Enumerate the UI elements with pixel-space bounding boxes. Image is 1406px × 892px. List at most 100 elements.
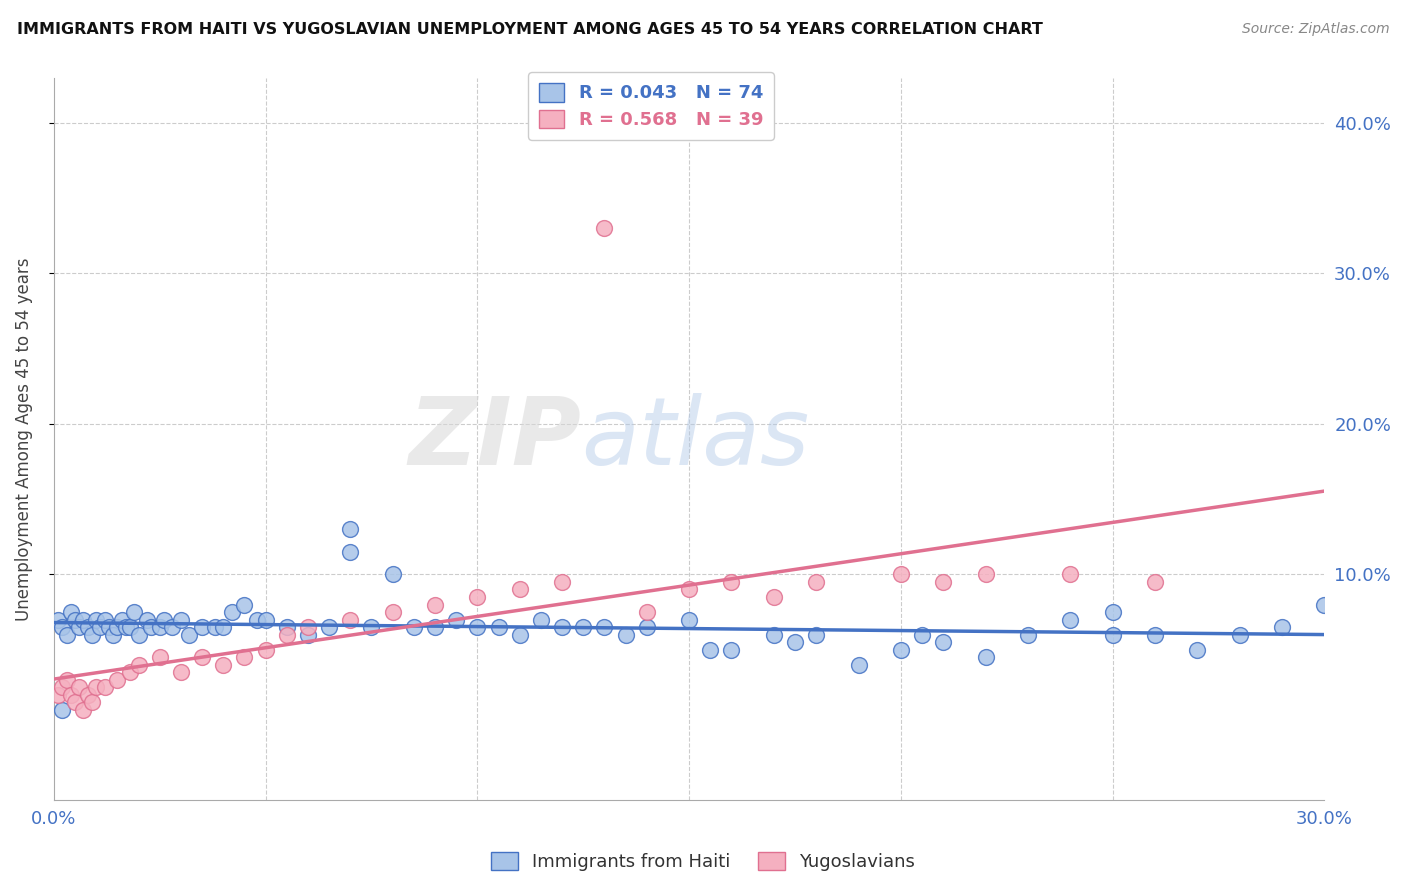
Point: [932, 635, 955, 649]
Point: [720, 642, 742, 657]
Point: [84, 681, 107, 695]
Point: [141, 620, 163, 634]
Point: [783, 635, 806, 649]
Point: [51, 620, 73, 634]
Point: [890, 567, 912, 582]
Point: [191, 650, 214, 665]
Point: [93, 681, 115, 695]
Point: [110, 613, 132, 627]
Point: [1101, 605, 1123, 619]
Legend: Immigrants from Haiti, Yugoslavians: Immigrants from Haiti, Yugoslavians: [484, 845, 922, 879]
Point: [423, 598, 446, 612]
Point: [67, 620, 90, 634]
Point: [1101, 627, 1123, 641]
Text: ZIP: ZIP: [408, 393, 581, 485]
Point: [101, 627, 124, 641]
Point: [444, 613, 467, 627]
Point: [1059, 567, 1081, 582]
Legend: R = 0.043   N = 74, R = 0.568   N = 39: R = 0.043 N = 74, R = 0.568 N = 39: [529, 72, 773, 140]
Point: [636, 605, 658, 619]
Point: [1313, 598, 1336, 612]
Point: [128, 657, 150, 672]
Point: [804, 627, 827, 641]
Point: [974, 650, 997, 665]
Point: [153, 613, 176, 627]
Point: [254, 642, 277, 657]
Point: [678, 613, 700, 627]
Point: [204, 620, 226, 634]
Point: [402, 620, 425, 634]
Point: [97, 620, 120, 634]
Point: [89, 620, 111, 634]
Text: Source: ZipAtlas.com: Source: ZipAtlas.com: [1241, 22, 1389, 37]
Point: [63, 695, 86, 709]
Point: [76, 620, 98, 634]
Point: [46, 613, 69, 627]
Point: [76, 688, 98, 702]
Point: [551, 574, 574, 589]
Point: [246, 613, 269, 627]
Point: [80, 627, 103, 641]
Point: [276, 620, 298, 634]
Point: [1271, 620, 1294, 634]
Point: [530, 613, 553, 627]
Point: [297, 620, 319, 634]
Point: [276, 627, 298, 641]
Point: [46, 688, 69, 702]
Point: [318, 620, 340, 634]
Point: [233, 598, 256, 612]
Point: [212, 657, 235, 672]
Text: atlas: atlas: [581, 393, 810, 484]
Point: [124, 605, 146, 619]
Point: [212, 620, 235, 634]
Point: [636, 620, 658, 634]
Point: [59, 688, 82, 702]
Point: [297, 627, 319, 641]
Point: [678, 582, 700, 597]
Point: [1229, 627, 1251, 641]
Point: [932, 574, 955, 589]
Point: [170, 665, 193, 680]
Point: [162, 620, 184, 634]
Point: [381, 567, 404, 582]
Point: [1187, 642, 1209, 657]
Point: [170, 613, 193, 627]
Point: [572, 620, 595, 634]
Point: [254, 613, 277, 627]
Point: [55, 627, 77, 641]
Text: IMMIGRANTS FROM HAITI VS YUGOSLAVIAN UNEMPLOYMENT AMONG AGES 45 TO 54 YEARS CORR: IMMIGRANTS FROM HAITI VS YUGOSLAVIAN UNE…: [17, 22, 1043, 37]
Point: [136, 613, 159, 627]
Point: [699, 642, 721, 657]
Point: [593, 620, 616, 634]
Point: [911, 627, 934, 641]
Point: [72, 613, 94, 627]
Point: [509, 582, 531, 597]
Point: [221, 605, 243, 619]
Point: [233, 650, 256, 665]
Point: [423, 620, 446, 634]
Point: [72, 703, 94, 717]
Point: [1143, 574, 1166, 589]
Point: [149, 650, 172, 665]
Point: [339, 613, 361, 627]
Point: [1017, 627, 1039, 641]
Point: [720, 574, 742, 589]
Point: [551, 620, 574, 634]
Point: [509, 627, 531, 641]
Point: [55, 673, 77, 687]
Point: [51, 681, 73, 695]
Point: [120, 665, 142, 680]
Point: [93, 613, 115, 627]
Point: [488, 620, 510, 634]
Point: [105, 673, 128, 687]
Point: [191, 620, 214, 634]
Point: [339, 545, 361, 559]
Point: [63, 613, 86, 627]
Point: [120, 620, 142, 634]
Point: [890, 642, 912, 657]
Point: [1059, 613, 1081, 627]
Point: [381, 605, 404, 619]
Point: [804, 574, 827, 589]
Point: [59, 605, 82, 619]
Point: [848, 657, 870, 672]
